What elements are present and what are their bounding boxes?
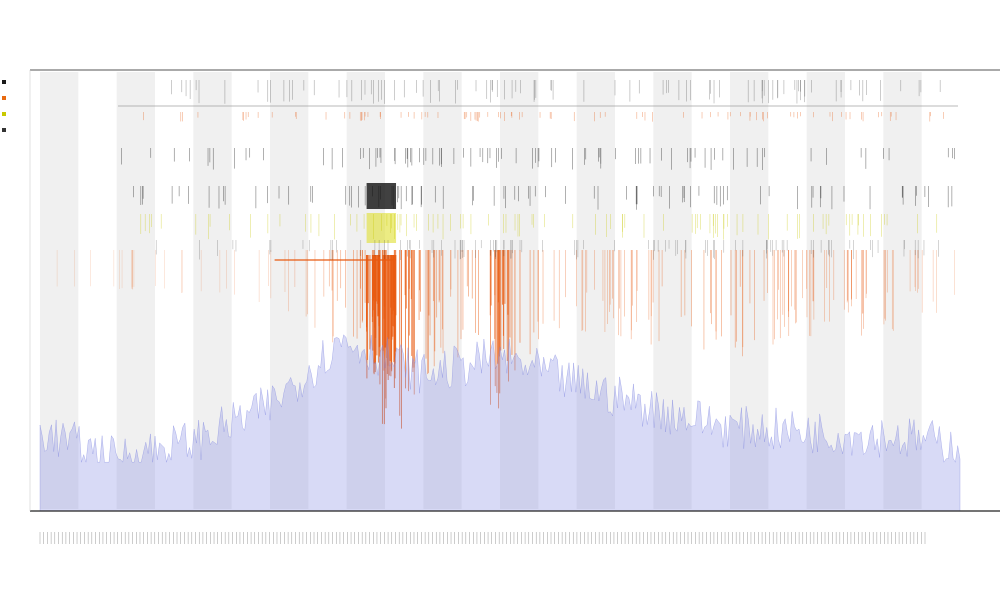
shaded-band xyxy=(576,72,615,509)
legend xyxy=(1,76,15,140)
shaded-bands xyxy=(40,72,922,509)
legend-item[interactable] xyxy=(1,108,15,124)
legend-item[interactable] xyxy=(1,76,15,92)
shaded-band xyxy=(730,72,769,509)
legend-swatch xyxy=(2,96,6,100)
event-markers xyxy=(121,80,955,260)
legend-item[interactable] xyxy=(1,92,15,108)
event-block-black xyxy=(366,183,397,209)
baseline-area xyxy=(39,334,961,512)
shaded-band xyxy=(116,72,155,509)
x-tick-labels xyxy=(39,532,926,544)
legend-swatch xyxy=(2,112,6,116)
shaded-band xyxy=(500,72,539,509)
shaded-band xyxy=(270,72,309,509)
legend-swatch xyxy=(2,80,6,84)
legend-item[interactable] xyxy=(1,124,15,140)
shaded-band xyxy=(40,72,79,509)
shaded-band xyxy=(653,72,692,509)
event-lines xyxy=(56,183,955,429)
legend-swatch xyxy=(2,128,6,132)
